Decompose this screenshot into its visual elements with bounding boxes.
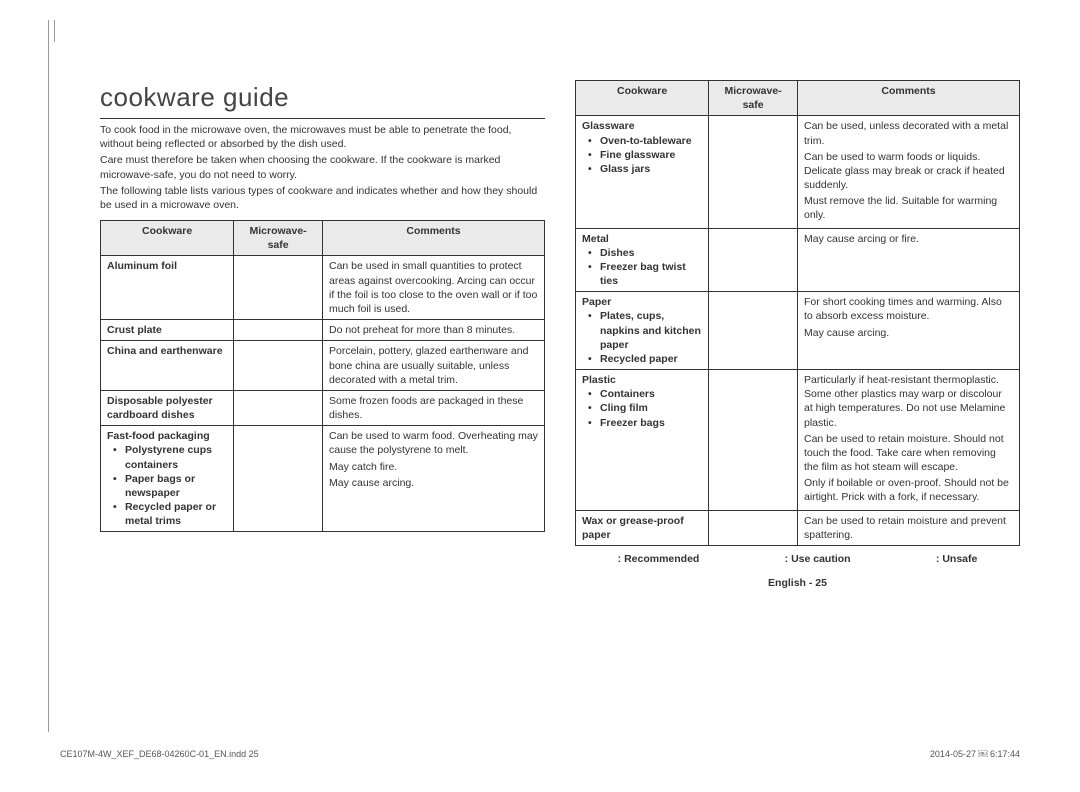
table-header-row: Cookware Microwave-safe Comments	[576, 81, 1020, 116]
cookware-cell: GlasswareOven-to-tablewareFine glassware…	[576, 116, 709, 228]
cookware-table-right: Cookware Microwave-safe Comments Glasswa…	[575, 80, 1020, 546]
cookware-cell: PlasticContainersCling filmFreezer bags	[576, 370, 709, 511]
comment-cell: Particularly if heat-resistant thermopla…	[797, 370, 1019, 511]
safe-cell	[709, 510, 798, 545]
list-item: Polystyrene cups containers	[113, 443, 227, 471]
page-margin-line	[48, 20, 49, 732]
table-row: MetalDishesFreezer bag twist ties May cau…	[576, 228, 1020, 292]
comment-cell: Do not preheat for more than 8 minutes.	[322, 320, 544, 341]
cookware-table-left: Cookware Microwave-safe Comments Aluminu…	[100, 220, 545, 532]
list-item: Dishes	[588, 246, 702, 260]
safe-cell	[709, 292, 798, 370]
comment-cell: Can be used to warm food. Overheating ma…	[322, 426, 544, 532]
imprint-footer: CE107M-4W_XEF_DE68-04260C-01_EN.indd 25 …	[60, 748, 1020, 760]
th-comments: Comments	[322, 221, 544, 256]
list-item: Containers	[588, 387, 702, 401]
page-content: cookware guide To cook food in the micro…	[100, 80, 1020, 590]
safe-cell	[234, 256, 323, 320]
list-item: Recycled paper or metal trims	[113, 500, 227, 528]
th-microwave-safe: Microwave-safe	[709, 81, 798, 116]
legend-unsafe: : Unsafe	[936, 552, 977, 566]
table-row: China and earthenware Porcelain, pottery,…	[101, 341, 545, 391]
list-item: Glass jars	[588, 162, 702, 176]
cookware-cell: Crust plate	[101, 320, 234, 341]
cookware-cell: MetalDishesFreezer bag twist ties	[576, 228, 709, 292]
list-item: Recycled paper	[588, 352, 702, 366]
list-item: Cling film	[588, 401, 702, 415]
list-item: Fine glassware	[588, 148, 702, 162]
page-margin-tick	[54, 20, 55, 42]
safe-cell	[234, 426, 323, 532]
list-item: Plates, cups, napkins and kitchen paper	[588, 309, 702, 352]
table-header-row: Cookware Microwave-safe Comments	[101, 221, 545, 256]
list-item: Oven-to-tableware	[588, 134, 702, 148]
table-row: PlasticContainersCling filmFreezer bags P…	[576, 370, 1020, 511]
comment-cell: For short cooking times and warming. Als…	[797, 292, 1019, 370]
legend-recommended: : Recommended	[618, 552, 700, 566]
table-row: Wax or grease-proof paper Can be used to …	[576, 510, 1020, 545]
page-number: English - 25	[575, 576, 1020, 590]
table-row: GlasswareOven-to-tablewareFine glassware…	[576, 116, 1020, 228]
table-row: Crust plate Do not preheat for more than …	[101, 320, 545, 341]
th-cookware: Cookware	[576, 81, 709, 116]
th-microwave-safe: Microwave-safe	[234, 221, 323, 256]
page-title: cookware guide	[100, 80, 545, 119]
cookware-cell: Wax or grease-proof paper	[576, 510, 709, 545]
table-row: Disposable polyester cardboard dishes Som…	[101, 390, 545, 425]
cookware-cell: Disposable polyester cardboard dishes	[101, 390, 234, 425]
safe-cell	[234, 341, 323, 391]
table-row: PaperPlates, cups, napkins and kitchen p…	[576, 292, 1020, 370]
comment-cell: Porcelain, pottery, glazed earthenware a…	[322, 341, 544, 391]
right-column: Cookware Microwave-safe Comments Glasswa…	[575, 80, 1020, 590]
list-item: Paper bags or newspaper	[113, 472, 227, 500]
safe-cell	[234, 320, 323, 341]
footer-timestamp: 2014-05-27 ￼ 6:17:44	[930, 748, 1020, 760]
safe-cell	[709, 116, 798, 228]
list-item: Freezer bags	[588, 416, 702, 430]
th-cookware: Cookware	[101, 221, 234, 256]
safe-cell	[234, 390, 323, 425]
footer-filename: CE107M-4W_XEF_DE68-04260C-01_EN.indd 25	[60, 748, 259, 760]
intro-p1: To cook food in the microwave oven, the …	[100, 123, 545, 151]
legend-caution: : Use caution	[785, 552, 851, 566]
comment-cell: Can be used to retain moisture and preve…	[797, 510, 1019, 545]
left-column: cookware guide To cook food in the micro…	[100, 80, 545, 590]
comment-cell: May cause arcing or fire.	[797, 228, 1019, 292]
cookware-cell: China and earthenware	[101, 341, 234, 391]
cookware-cell: Aluminum foil	[101, 256, 234, 320]
comment-cell: Can be used, unless decorated with a met…	[797, 116, 1019, 228]
safe-cell	[709, 228, 798, 292]
cookware-cell: PaperPlates, cups, napkins and kitchen p…	[576, 292, 709, 370]
comment-cell: Some frozen foods are packaged in these …	[322, 390, 544, 425]
table-row: Fast-food packagingPolystyrene cups cont…	[101, 426, 545, 532]
intro-text: To cook food in the microwave oven, the …	[100, 123, 545, 212]
legend-row: : Recommended : Use caution : Unsafe	[575, 552, 1020, 566]
th-comments: Comments	[797, 81, 1019, 116]
table-row: Aluminum foil Can be used in small quanti…	[101, 256, 545, 320]
list-item: Freezer bag twist ties	[588, 260, 702, 288]
safe-cell	[709, 370, 798, 511]
intro-p3: The following table lists various types …	[100, 184, 545, 212]
comment-cell: Can be used in small quantities to prote…	[322, 256, 544, 320]
cookware-cell: Fast-food packagingPolystyrene cups cont…	[101, 426, 234, 532]
intro-p2: Care must therefore be taken when choosi…	[100, 153, 545, 181]
